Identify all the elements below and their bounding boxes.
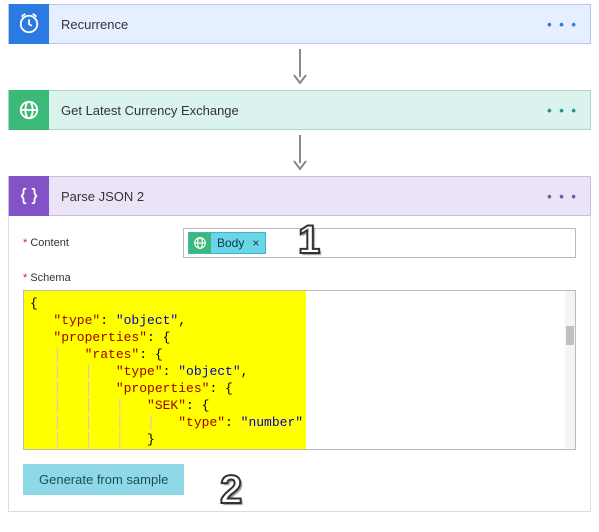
generate-from-sample-button[interactable]: Generate from sample (23, 464, 184, 495)
body-token[interactable]: Body × (188, 232, 266, 254)
step-title: Get Latest Currency Exchange (49, 103, 535, 118)
schema-label: Schema (23, 272, 576, 284)
step-get-currency[interactable]: Get Latest Currency Exchange • • • (8, 90, 591, 130)
flow-arrow (8, 130, 591, 176)
globe-icon (9, 90, 49, 130)
code-area[interactable]: { "type": "object", "properties": { │ "r… (24, 291, 575, 450)
token-remove[interactable]: × (252, 236, 265, 250)
clock-icon (9, 4, 49, 44)
content-label: Content (23, 237, 183, 249)
step-parse-json[interactable]: Parse JSON 2 • • • (8, 176, 591, 216)
more-icon[interactable]: • • • (535, 103, 590, 118)
globe-icon (189, 233, 211, 253)
more-icon[interactable]: • • • (535, 17, 590, 32)
step-title: Recurrence (49, 17, 535, 32)
schema-editor[interactable]: { "type": "object", "properties": { │ "r… (23, 290, 576, 450)
more-icon[interactable]: • • • (535, 189, 590, 204)
token-label: Body (211, 236, 252, 250)
step-recurrence[interactable]: Recurrence • • • (8, 4, 591, 44)
step-title: Parse JSON 2 (49, 189, 535, 204)
braces-icon (9, 176, 49, 216)
parse-json-panel: Content Body × Schema { "type": "object"… (8, 216, 591, 512)
flow-arrow (8, 44, 591, 90)
content-input[interactable]: Body × (183, 228, 576, 258)
